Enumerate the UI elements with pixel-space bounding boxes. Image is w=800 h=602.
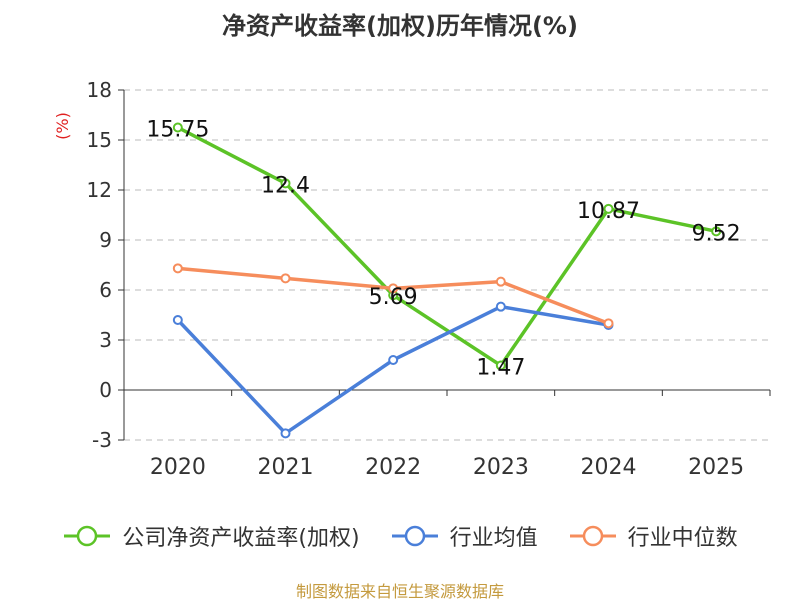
data-point bbox=[711, 226, 722, 237]
data-point bbox=[280, 178, 291, 189]
legend-marker-icon bbox=[391, 525, 438, 547]
legend-item[interactable]: 行业中位数 bbox=[568, 520, 738, 552]
data-point bbox=[172, 122, 183, 133]
data-label: 9.52 bbox=[692, 221, 741, 246]
y-tick-label: 0 bbox=[99, 378, 112, 402]
legend-label: 行业中位数 bbox=[627, 526, 738, 551]
x-tick-label: 2023 bbox=[473, 455, 529, 480]
data-point bbox=[603, 318, 614, 329]
y-tick-label: 12 bbox=[87, 178, 112, 202]
legend-marker-icon bbox=[64, 525, 111, 547]
data-label: 5.69 bbox=[369, 285, 418, 310]
y-tick-label: 6 bbox=[99, 278, 112, 302]
data-point bbox=[280, 428, 291, 439]
data-label: 1.47 bbox=[476, 356, 525, 381]
data-label: 15.75 bbox=[146, 118, 209, 143]
data-point bbox=[603, 203, 614, 214]
axes: -3 0 3 6 9 12 15 18 2020 2021 2022 2023 2024 2025 bbox=[87, 78, 771, 480]
series-line-1 bbox=[177, 125, 717, 368]
x-tick-label: 2020 bbox=[150, 455, 206, 480]
legend-label: 行业均值 bbox=[449, 526, 538, 551]
legend: 公司净资产收益率(加权) 行业均值 行业中位数 bbox=[0, 520, 800, 552]
chart-title: 净资产收益率(加权)历年情况(%) bbox=[222, 12, 578, 40]
x-tick-label: 2021 bbox=[258, 455, 314, 480]
data-label: 10.87 bbox=[577, 199, 640, 224]
data-point bbox=[388, 283, 399, 294]
legend-label: 公司净资产收益率(加权) bbox=[122, 526, 360, 551]
series-line-2 bbox=[176, 304, 609, 436]
x-tick-label: 2025 bbox=[688, 455, 744, 480]
y-tick-label: -3 bbox=[92, 428, 112, 452]
legend-item[interactable]: 公司净资产收益率(加权) bbox=[62, 520, 360, 552]
data-label: 12.4 bbox=[261, 173, 310, 198]
data-point bbox=[495, 276, 506, 287]
y-tick-label: 9 bbox=[99, 228, 112, 252]
data-point bbox=[280, 273, 291, 284]
y-tick-label: 18 bbox=[87, 78, 112, 102]
y-tick-label: 15 bbox=[87, 128, 112, 152]
data-labels: 15.75 12.4 5.69 1.47 10.87 9.52 bbox=[146, 118, 740, 381]
data-point bbox=[495, 301, 506, 312]
data-point bbox=[388, 355, 399, 365]
series-points bbox=[172, 122, 722, 439]
data-point bbox=[172, 315, 183, 325]
grid-lines bbox=[124, 89, 770, 441]
y-tick-label: 3 bbox=[99, 328, 112, 352]
legend-item[interactable]: 行业均值 bbox=[390, 520, 538, 552]
series-lines bbox=[176, 125, 717, 436]
source-note: 制图数据来自恒生聚源数据库 bbox=[295, 582, 504, 601]
y-axis-label: (%) bbox=[53, 112, 72, 140]
legend-marker-icon bbox=[569, 525, 616, 547]
x-tick-label: 2022 bbox=[365, 455, 421, 480]
data-point bbox=[495, 360, 506, 371]
data-point bbox=[172, 263, 183, 274]
x-tick-label: 2024 bbox=[581, 455, 637, 480]
